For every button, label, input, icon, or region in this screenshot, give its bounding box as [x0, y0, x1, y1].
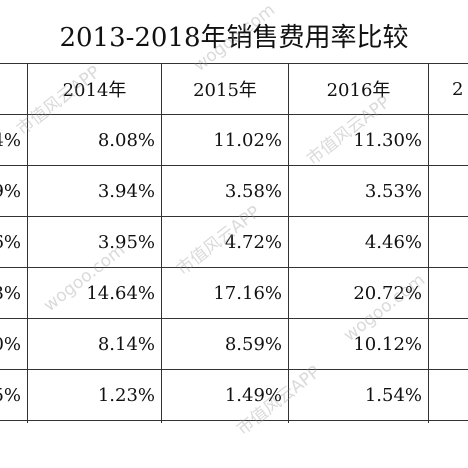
table-cell: 1.23% — [97, 384, 155, 406]
header-cell-2016: 2016年 — [326, 80, 391, 101]
table-cell: 3.58% — [224, 180, 282, 202]
header-cell-2014: 2014年 — [62, 80, 127, 101]
row-divider — [0, 267, 468, 268]
table-cell: 1.49% — [224, 384, 282, 406]
table-cell: 5% — [0, 384, 21, 406]
table-cell: 11.30% — [353, 129, 422, 151]
table-cell: 3% — [0, 282, 21, 304]
table-cell: 20.72% — [353, 282, 422, 304]
row-divider — [0, 114, 468, 115]
table-cell: 6% — [0, 231, 21, 253]
table-cell: 4% — [0, 129, 21, 151]
table-cell: 3.53% — [364, 180, 422, 202]
row-divider — [0, 165, 468, 166]
table-cell: 8.08% — [97, 129, 155, 151]
table-cell: 0% — [0, 333, 21, 355]
table-cell: 17.16% — [213, 282, 282, 304]
table-cell: 10.12% — [353, 333, 422, 355]
table-cell: 4.46% — [364, 231, 422, 253]
table-border-top — [0, 63, 468, 64]
table-cell: 3.94% — [97, 180, 155, 202]
table-cell: 1.54% — [364, 384, 422, 406]
header-cell-last: 2 — [452, 78, 464, 100]
table-cell: 4.72% — [224, 231, 282, 253]
table-border-bottom — [0, 420, 468, 421]
column-divider — [428, 63, 429, 423]
table-cell: 8.59% — [224, 333, 282, 355]
row-divider — [0, 318, 468, 319]
table-cell: 3.95% — [97, 231, 155, 253]
table-cell: 9% — [0, 180, 21, 202]
table-cell: 8.14% — [97, 333, 155, 355]
row-divider — [0, 369, 468, 370]
table-title: 2013-2018年销售费用率比较 — [59, 23, 409, 53]
header-cell-2015: 2015年 — [193, 80, 257, 101]
column-divider — [161, 63, 162, 423]
row-divider — [0, 216, 468, 217]
table-cell: 14.64% — [86, 282, 155, 304]
expense-ratio-table: 2014年 2015年 2016年 2 4% 8.08% 11.02% 11.3… — [0, 63, 468, 423]
header-cell-first — [0, 65, 27, 113]
column-divider — [27, 63, 28, 423]
column-divider — [288, 63, 289, 423]
table-cell: 11.02% — [213, 129, 282, 151]
